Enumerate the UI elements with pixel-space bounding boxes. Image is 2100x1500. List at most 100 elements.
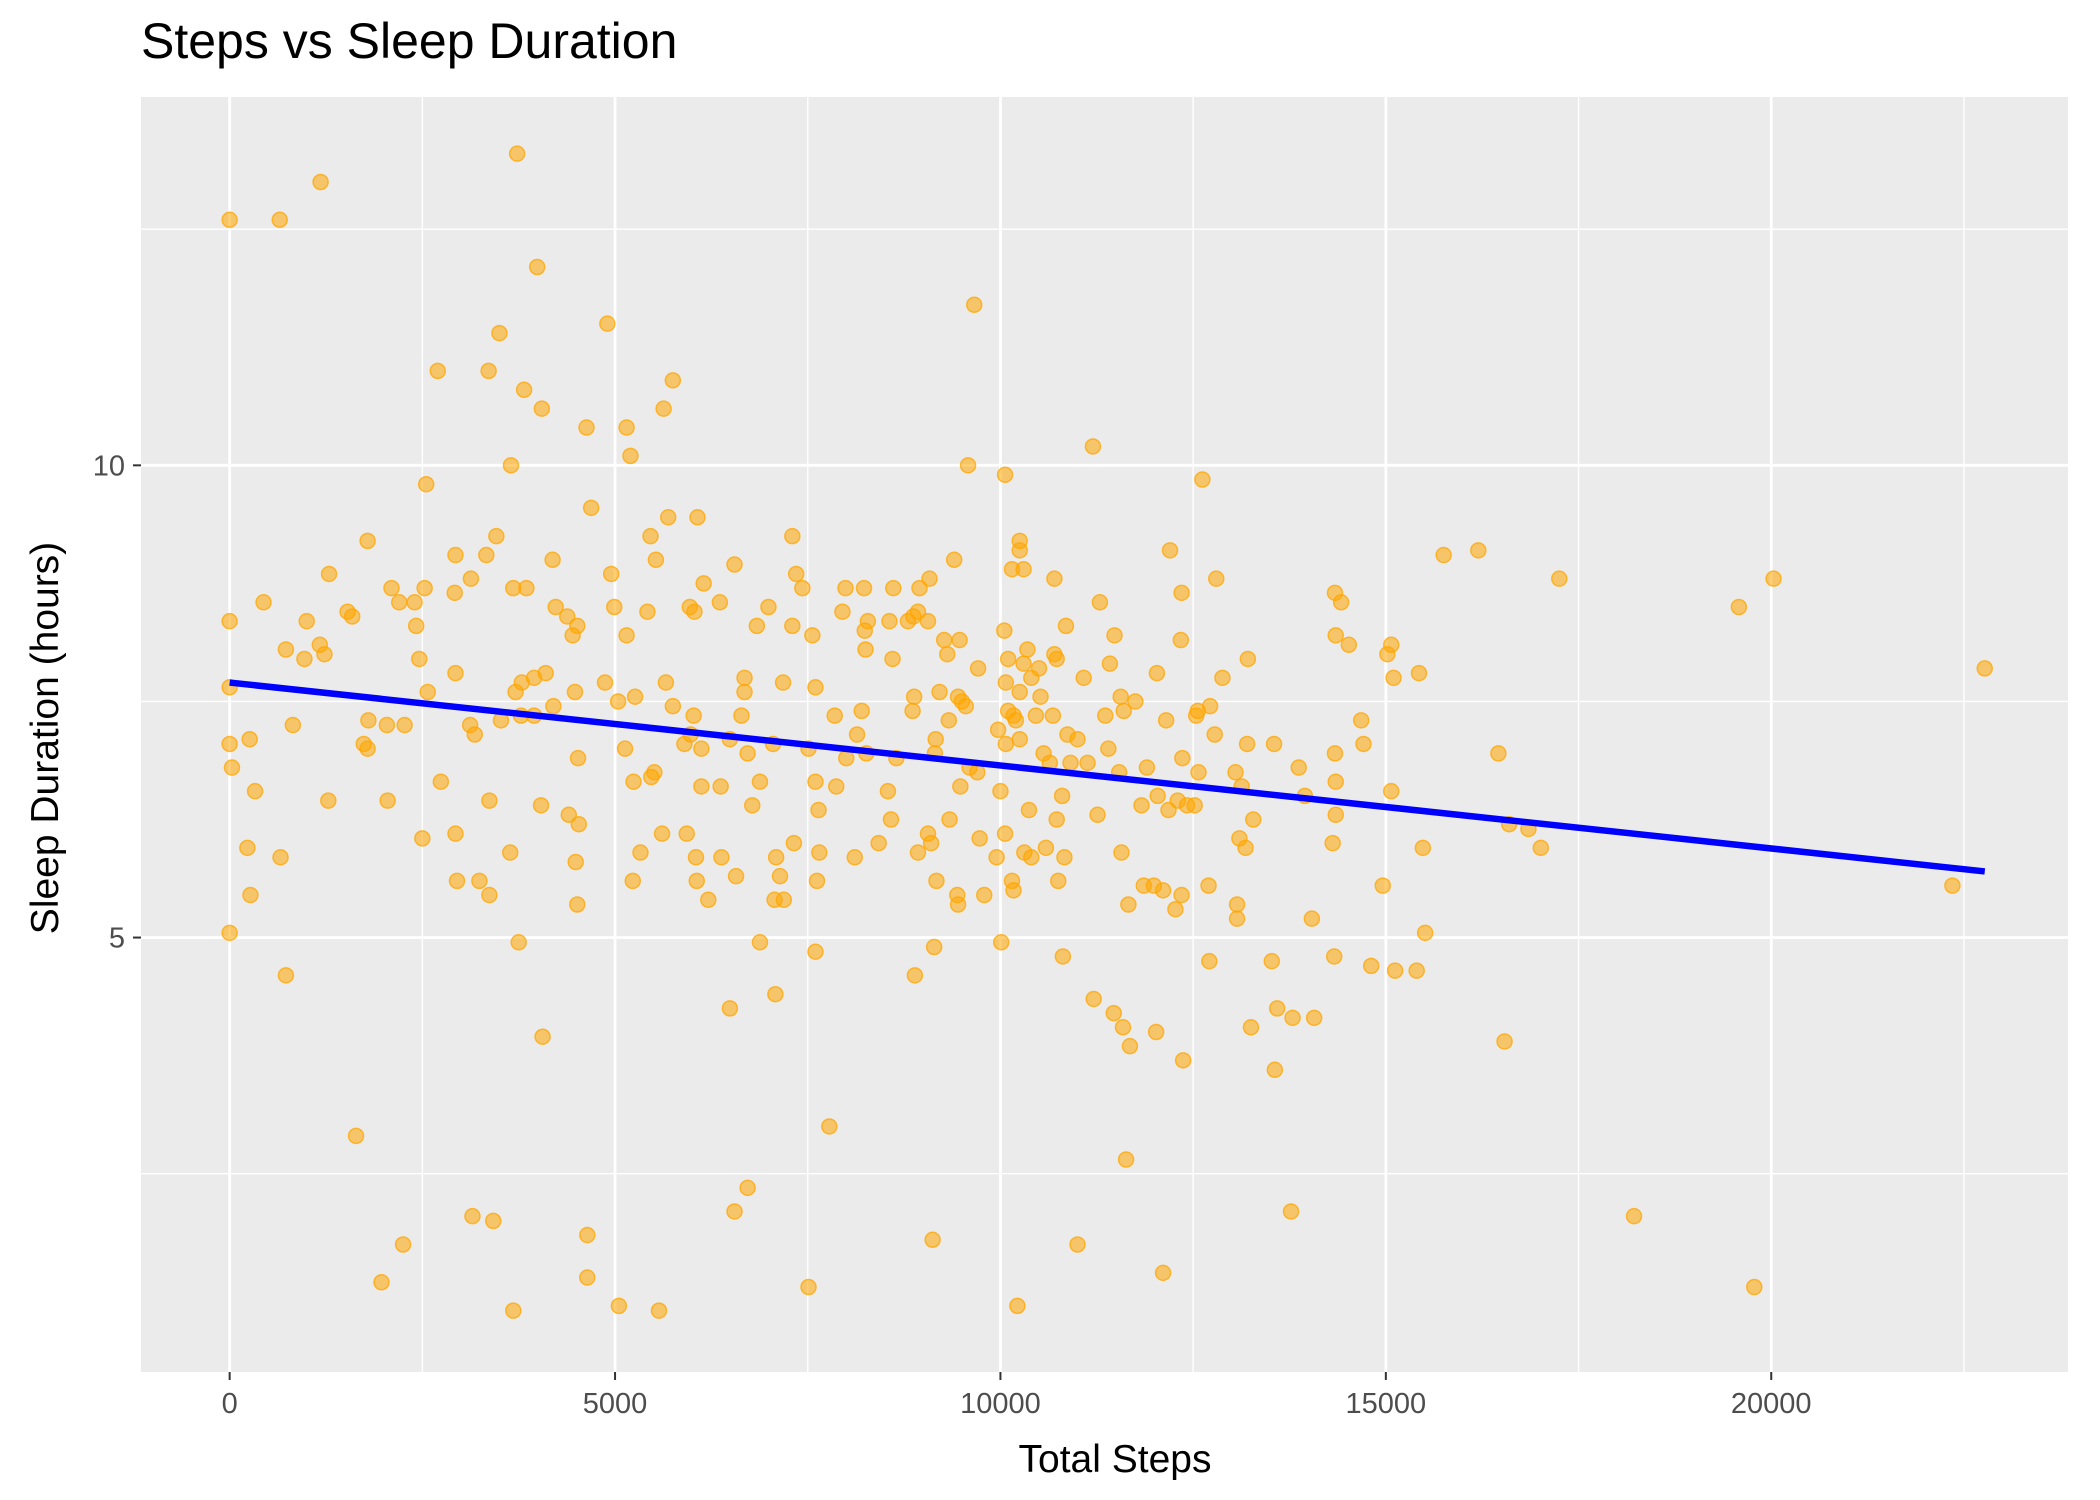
- data-point: [419, 683, 436, 701]
- data-point: [1121, 1037, 1139, 1055]
- data-point: [1106, 627, 1123, 644]
- y-tick-label: 5: [109, 923, 125, 955]
- data-point: [481, 886, 498, 904]
- data-point: [618, 627, 635, 644]
- data-point: [609, 693, 627, 710]
- data-point: [1324, 834, 1341, 852]
- data-point: [941, 811, 958, 828]
- data-point: [904, 702, 921, 720]
- data-point: [751, 934, 769, 951]
- data-point: [1089, 806, 1106, 824]
- data-point: [992, 934, 1010, 951]
- data-point: [432, 773, 450, 790]
- data-point: [905, 688, 923, 705]
- data-point: [996, 466, 1014, 484]
- data-point: [1127, 693, 1144, 710]
- y-tick-label: 10: [93, 450, 125, 482]
- data-point: [582, 499, 600, 517]
- data-point: [1228, 896, 1246, 913]
- data-point: [952, 778, 969, 795]
- data-point: [808, 872, 826, 890]
- data-point: [1237, 839, 1254, 857]
- data-point: [360, 712, 377, 729]
- data-point: [743, 797, 761, 814]
- data-point: [712, 778, 729, 795]
- data-point: [1944, 877, 1961, 894]
- data-point: [271, 211, 288, 229]
- data-point: [1091, 594, 1109, 611]
- data-point: [686, 603, 703, 620]
- data-point: [1115, 702, 1133, 720]
- data-point: [411, 650, 428, 668]
- data-point: [940, 712, 958, 729]
- data-point: [953, 693, 971, 710]
- data-point: [1765, 570, 1782, 587]
- data-point: [650, 1302, 668, 1319]
- data-point: [390, 594, 408, 611]
- data-point: [1408, 962, 1425, 979]
- data-point: [1114, 1019, 1132, 1036]
- data-point: [610, 1297, 628, 1315]
- x-axis: 0 5000 10000 15000 20000: [222, 1372, 1812, 1420]
- data-point: [1019, 641, 1036, 658]
- data-point: [596, 674, 614, 691]
- data-point: [1374, 877, 1392, 894]
- data-point: [221, 924, 238, 942]
- data-point: [736, 669, 753, 687]
- data-point: [579, 1269, 596, 1286]
- data-point: [1161, 542, 1179, 559]
- data-point: [1079, 754, 1096, 772]
- data-point: [1027, 707, 1045, 724]
- data-point: [1976, 660, 1994, 677]
- data-point: [532, 797, 550, 814]
- data-point: [569, 896, 586, 913]
- data-point: [570, 815, 588, 833]
- data-point: [1160, 801, 1177, 819]
- data-point: [560, 806, 578, 824]
- data-point: [1154, 1264, 1172, 1282]
- data-point: [277, 641, 295, 658]
- data-point: [1332, 594, 1350, 611]
- data-point: [1120, 896, 1137, 913]
- data-point: [685, 707, 702, 724]
- data-point: [688, 872, 705, 890]
- data-point: [505, 1302, 522, 1319]
- data-point: [997, 735, 1015, 753]
- data-point: [515, 381, 533, 399]
- data-point: [1003, 560, 1021, 578]
- data-point: [935, 631, 953, 649]
- data-point: [711, 594, 729, 611]
- data-point: [1379, 645, 1396, 663]
- data-point: [739, 1179, 756, 1197]
- data-point: [1011, 542, 1028, 559]
- data-point: [811, 844, 828, 861]
- data-point: [657, 674, 675, 691]
- data-point: [1084, 438, 1102, 455]
- data-point: [298, 612, 315, 630]
- data-point: [766, 891, 783, 909]
- data-point: [599, 315, 616, 332]
- data-point: [462, 570, 480, 587]
- data-point: [1496, 1033, 1513, 1050]
- data-point: [567, 853, 584, 871]
- y-axis-title: Sleep Duration (hours): [24, 542, 67, 934]
- data-point: [1174, 1052, 1192, 1069]
- data-point: [1208, 570, 1225, 587]
- data-point: [767, 849, 785, 866]
- data-point: [1173, 886, 1190, 904]
- data-point: [1048, 650, 1065, 668]
- data-points: [221, 145, 1994, 1319]
- data-point: [1157, 712, 1175, 729]
- data-point: [566, 683, 584, 701]
- data-point: [726, 1203, 743, 1220]
- data-point: [693, 778, 710, 795]
- data-point: [1032, 688, 1049, 705]
- data-point: [996, 825, 1014, 842]
- data-point: [1305, 1009, 1323, 1027]
- data-point: [1167, 900, 1184, 918]
- x-tick-label: 5000: [583, 1388, 648, 1420]
- data-point: [879, 782, 897, 800]
- data-point: [1075, 669, 1092, 687]
- data-point: [997, 674, 1015, 691]
- data-point: [1005, 882, 1022, 899]
